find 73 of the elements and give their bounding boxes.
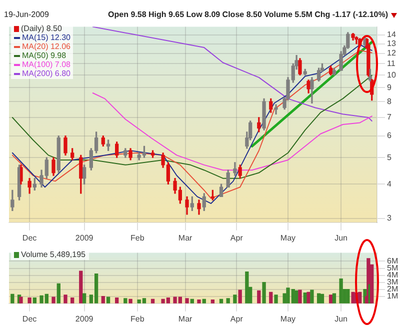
x-tick-label: 2009 [75,314,94,324]
legend-label: MA(100) 7.08 [22,60,70,69]
y-tick-label: 9 [387,82,392,92]
x-tick-label: May [280,233,296,242]
y-tick-label: 3 [387,214,392,223]
bar [64,294,68,304]
bar [262,282,266,304]
bar [339,278,343,304]
y-tick-label: 12 [387,48,396,58]
bar [257,290,261,304]
x-tick-label: May [280,314,296,324]
text: 19-Jun-2009 [4,10,49,19]
y-tick-label: 1M [387,292,398,301]
y-tick-label: 13 [387,39,396,48]
x-tick-label: Mar [178,314,193,324]
x-tick-label: Apr [230,314,244,324]
bar [124,298,128,304]
bar [346,289,350,304]
y-tick-label: 4 [387,179,392,188]
bar [238,290,242,304]
bar [328,294,333,304]
bar [56,283,60,304]
y-tick-label: 5M [387,263,398,272]
x-tick-label: Mar [178,233,193,242]
bar [197,300,201,304]
legend-label: Volume 5,489,195 [21,250,86,259]
y-tick-label: 3M [387,278,398,287]
x-tick-label: Feb [130,233,145,242]
y-tick-label: 8 [387,96,392,106]
x-tick-label: Dec [22,233,37,242]
bar [52,296,56,304]
legend-label: MA(20) 12.06 [22,42,70,51]
y-tick-label: 2M [387,284,398,294]
bar [298,290,302,304]
y-tick-label: 7 [387,112,392,122]
legend-label: (Daily) 8.50 [21,24,62,33]
bar [185,298,189,304]
bar [320,294,324,304]
y-tick-label: 11 [387,58,396,68]
text: Open 9.58 High 9.65 Low 8.09 Close 8.50 Volume 5.5M Chg -1.17 (-12.10%) [108,10,388,19]
x-tick-label: Feb [130,314,145,324]
bar [128,298,132,304]
bar [79,270,83,304]
bar [316,293,321,304]
y-tick-label: 5 [387,152,392,162]
bar [233,294,237,304]
x-tick-label: Apr [230,233,244,242]
bar [245,271,249,304]
bar [351,292,355,304]
x-tick-label: Dec [22,314,37,324]
bar [294,290,298,304]
y-tick-label: 14 [387,30,396,40]
x-tick-label: Jun [334,314,348,324]
legend-label: MA(15) 12.30 [22,33,70,42]
bar [306,292,310,304]
x-tick-label: 2009 [75,233,94,242]
bar [332,293,336,304]
bar [101,296,105,304]
bar [269,292,273,304]
bar [82,293,86,304]
y-tick-label: 10 [387,70,396,80]
y-tick-label: 4M [387,270,398,280]
bar [226,298,230,304]
bar [274,294,278,304]
legend-label: MA(200) 6.80 [22,69,70,78]
y-tick-label: 6M [387,256,398,266]
legend-label: MA(50) 9.98 [22,51,66,60]
bar [310,290,314,304]
bar [10,294,14,304]
bar [28,297,32,304]
y-tick-label: 6 [387,131,392,140]
x-tick-label: Jun [334,233,348,242]
bar [106,296,110,304]
